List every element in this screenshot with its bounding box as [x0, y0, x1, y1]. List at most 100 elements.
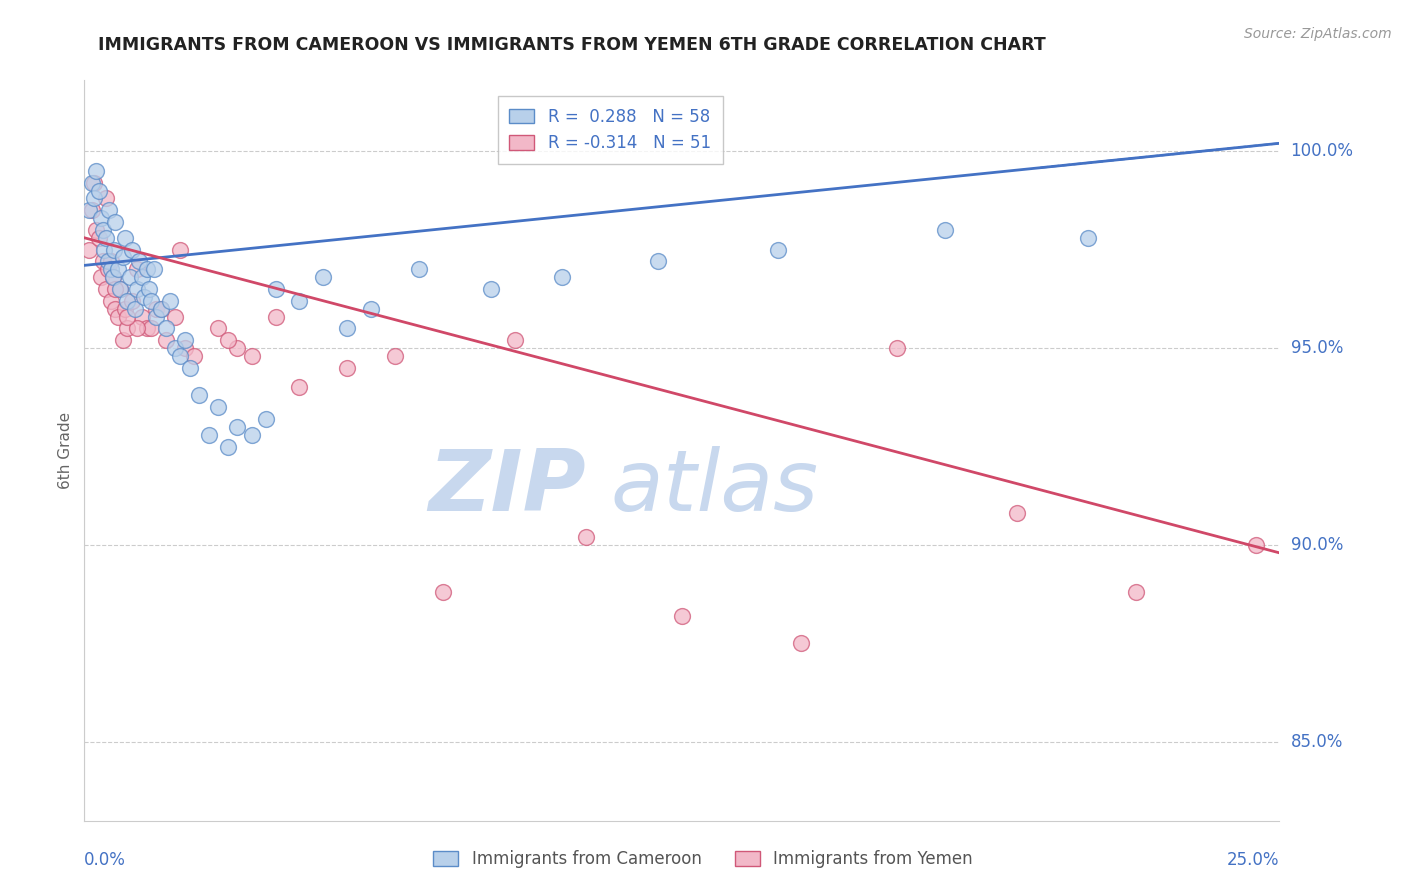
Point	[107, 262, 129, 277]
Point	[169, 349, 191, 363]
Text: atlas: atlas	[610, 446, 818, 529]
Y-axis label: 6th Grade: 6th Grade	[58, 412, 73, 489]
Point	[103, 243, 125, 257]
Point	[183, 349, 205, 363]
Point	[384, 349, 406, 363]
Point	[360, 301, 382, 316]
Point	[1125, 585, 1147, 599]
Point	[90, 211, 112, 226]
Point	[336, 321, 359, 335]
Point	[575, 530, 598, 544]
Point	[100, 293, 122, 308]
Point	[125, 321, 148, 335]
Point	[1005, 507, 1028, 521]
Point	[87, 184, 110, 198]
Point	[165, 310, 187, 324]
Point	[197, 427, 219, 442]
Point	[97, 254, 120, 268]
Point	[886, 341, 908, 355]
Point	[90, 270, 112, 285]
Point	[207, 400, 229, 414]
Point	[124, 301, 146, 316]
Point	[101, 270, 124, 285]
Point	[551, 270, 574, 285]
Point	[1077, 231, 1099, 245]
Point	[135, 262, 157, 277]
Point	[83, 176, 105, 190]
Point	[336, 360, 359, 375]
Point	[80, 176, 103, 190]
Point	[100, 262, 122, 277]
Point	[647, 254, 669, 268]
Point	[97, 262, 120, 277]
Point	[104, 301, 127, 316]
Point	[94, 231, 117, 245]
Point	[93, 223, 115, 237]
Point	[98, 203, 121, 218]
Point	[288, 380, 311, 394]
Point	[131, 270, 153, 285]
Legend: R =  0.288   N = 58, R = -0.314   N = 51: R = 0.288 N = 58, R = -0.314 N = 51	[498, 96, 723, 164]
Point	[125, 282, 148, 296]
Point	[145, 301, 167, 316]
Point	[155, 321, 177, 335]
Point	[288, 293, 311, 308]
Point	[131, 310, 153, 324]
Point	[93, 243, 115, 257]
Text: 25.0%: 25.0%	[1227, 851, 1279, 869]
Point	[145, 310, 167, 324]
Point	[790, 636, 813, 650]
Point	[100, 254, 122, 268]
Point	[94, 282, 117, 296]
Point	[934, 223, 956, 237]
Point	[217, 333, 239, 347]
Text: ZIP: ZIP	[429, 446, 586, 529]
Point	[121, 293, 143, 308]
Point	[117, 293, 139, 308]
Point	[155, 333, 177, 347]
Point	[104, 282, 127, 296]
Point	[77, 243, 100, 257]
Point	[1244, 538, 1267, 552]
Point	[226, 420, 249, 434]
Point	[671, 608, 693, 623]
Point	[77, 203, 100, 218]
Text: 100.0%: 100.0%	[1291, 142, 1354, 161]
Text: 0.0%: 0.0%	[84, 851, 127, 869]
Point	[408, 262, 430, 277]
Point	[240, 349, 263, 363]
Text: Source: ZipAtlas.com: Source: ZipAtlas.com	[1244, 27, 1392, 41]
Point	[121, 243, 143, 257]
Point	[149, 301, 172, 316]
Point	[87, 231, 110, 245]
Point	[114, 231, 136, 245]
Text: 85.0%: 85.0%	[1291, 733, 1343, 751]
Point	[132, 290, 156, 304]
Point	[179, 360, 201, 375]
Point	[207, 321, 229, 335]
Point	[149, 301, 172, 316]
Point	[94, 191, 117, 205]
Point	[104, 215, 127, 229]
Point	[80, 203, 103, 218]
Point	[141, 293, 163, 308]
Point	[83, 191, 105, 205]
Point	[138, 282, 160, 296]
Point	[264, 282, 287, 296]
Point	[312, 270, 335, 285]
Point	[264, 310, 287, 324]
Legend: Immigrants from Cameroon, Immigrants from Yemen: Immigrants from Cameroon, Immigrants fro…	[426, 844, 980, 875]
Point	[107, 310, 129, 324]
Point	[117, 310, 139, 324]
Point	[125, 262, 148, 277]
Point	[766, 243, 789, 257]
Point	[254, 412, 277, 426]
Point	[503, 333, 526, 347]
Point	[110, 282, 132, 296]
Point	[432, 585, 454, 599]
Point	[141, 321, 163, 335]
Point	[128, 254, 150, 268]
Point	[101, 270, 124, 285]
Point	[86, 164, 108, 178]
Text: 90.0%: 90.0%	[1291, 536, 1343, 554]
